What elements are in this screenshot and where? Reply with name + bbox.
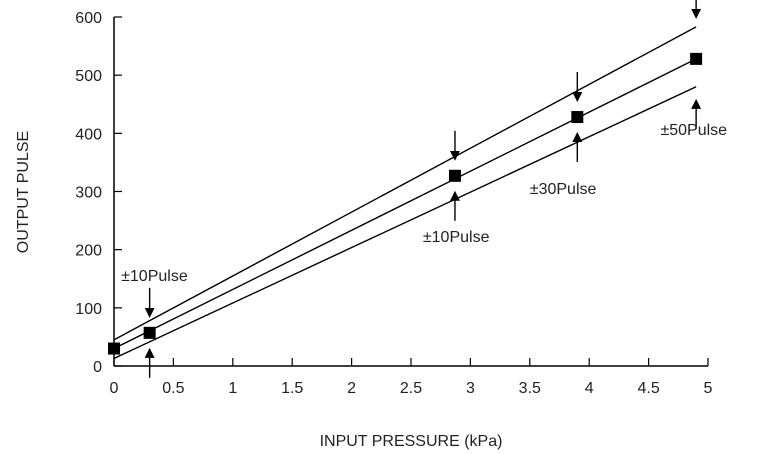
y-tick-label: 600 <box>75 10 102 27</box>
x-tick-label: 4.5 <box>637 380 659 397</box>
data-point-marker <box>108 342 120 355</box>
tolerance-annotation: ±10Pulse <box>423 229 490 246</box>
x-tick-label: 0.5 <box>162 380 184 397</box>
y-tick-label: 400 <box>75 126 102 143</box>
data-point-marker <box>690 52 703 65</box>
y-tick-label: 200 <box>75 243 102 260</box>
x-tick-label: 2.5 <box>400 380 422 397</box>
tolerance-annotation: ±30Pulse <box>530 181 597 198</box>
axes <box>113 17 708 367</box>
series-line-nominal <box>113 58 697 350</box>
data-point-marker <box>571 111 584 124</box>
tolerance-annotation: ±50Pulse <box>660 122 727 139</box>
y-tick-label: 0 <box>93 359 102 376</box>
x-tick-label: 4 <box>585 380 594 397</box>
data-point-marker <box>143 326 156 339</box>
data-point-marker <box>448 169 461 182</box>
x-tick-label: 5 <box>704 380 713 397</box>
x-tick-label: 3 <box>466 380 475 397</box>
y-tick-label: 300 <box>75 185 102 202</box>
x-tick-label: 1.5 <box>281 380 303 397</box>
y-axis-title: OUTPUT PULSE <box>15 131 32 253</box>
x-tick-label: 1 <box>228 380 237 397</box>
tolerance-annotation: ±10Pulse <box>121 268 188 285</box>
series-line-upper <box>113 26 697 341</box>
x-tick-label: 2 <box>347 380 356 397</box>
x-tick-label: 3.5 <box>519 380 541 397</box>
y-tick-label: 100 <box>75 301 102 318</box>
x-tick-label: 0 <box>110 380 119 397</box>
x-axis-title: INPUT PRESSURE (kPa) <box>320 433 503 450</box>
y-tick-label: 500 <box>75 68 102 85</box>
series-line-lower <box>113 86 697 360</box>
